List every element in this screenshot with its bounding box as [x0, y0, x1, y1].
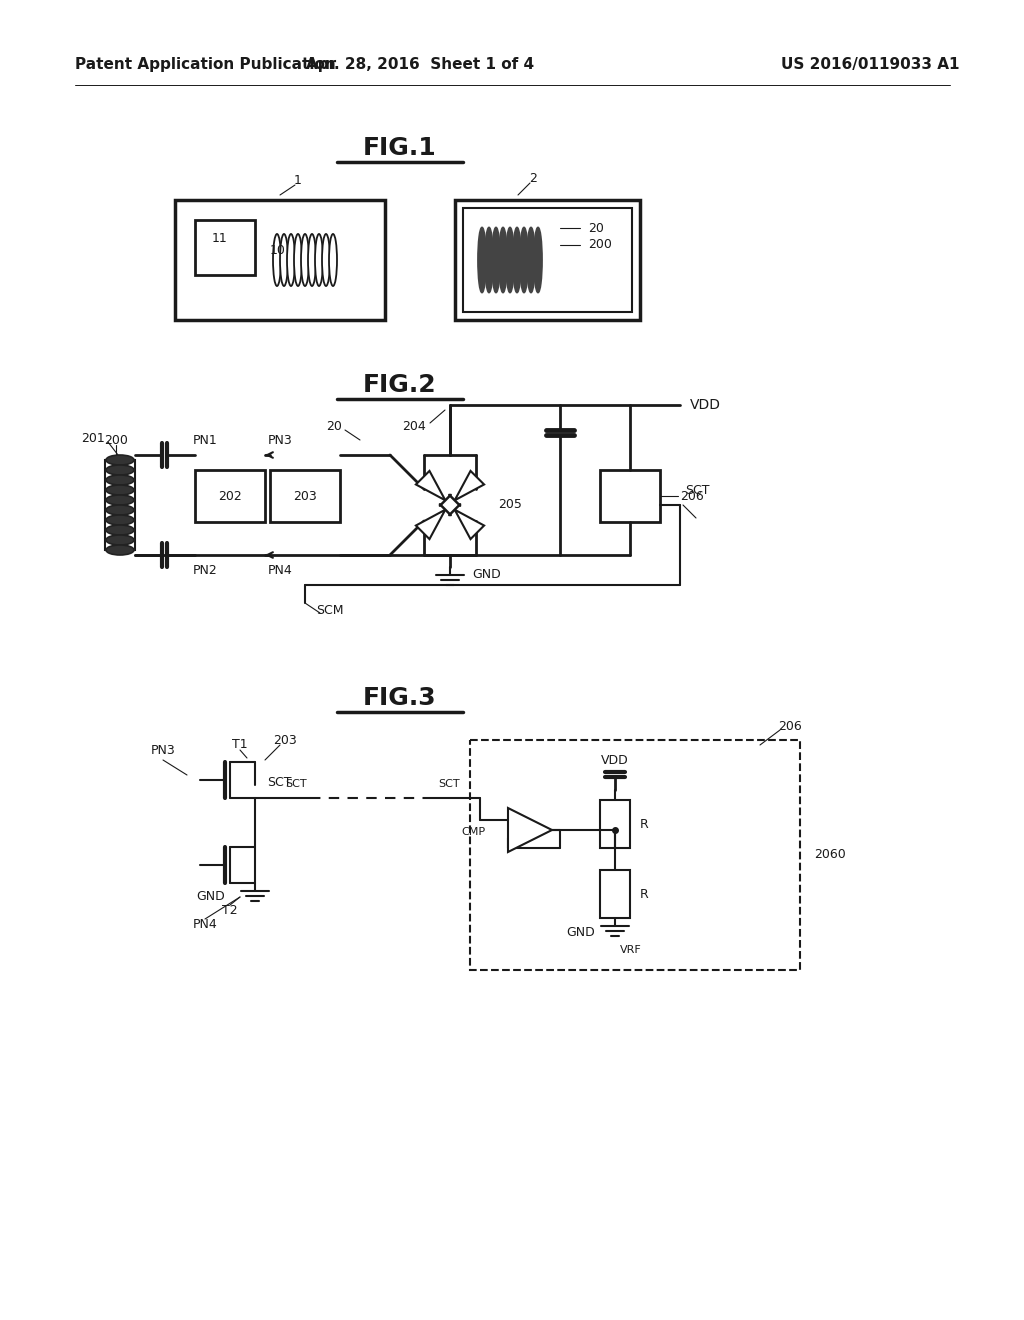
- Text: PN4: PN4: [267, 565, 293, 578]
- Bar: [270, 470, 340, 521]
- Text: PN2: PN2: [193, 565, 217, 578]
- Text: T2: T2: [222, 903, 238, 916]
- Text: SCT: SCT: [285, 779, 306, 789]
- Ellipse shape: [315, 234, 323, 286]
- Bar: [195, 220, 255, 275]
- Text: GND: GND: [566, 925, 595, 939]
- Ellipse shape: [106, 535, 134, 545]
- Ellipse shape: [520, 227, 528, 293]
- Text: +: +: [516, 814, 528, 829]
- Text: VDD: VDD: [601, 754, 629, 767]
- Text: Apr. 28, 2016  Sheet 1 of 4: Apr. 28, 2016 Sheet 1 of 4: [306, 58, 535, 73]
- Ellipse shape: [280, 234, 288, 286]
- Polygon shape: [416, 510, 445, 539]
- Text: 20: 20: [588, 222, 604, 235]
- Bar: [105, 459, 135, 550]
- Text: PN4: PN4: [193, 919, 217, 932]
- Text: 200: 200: [588, 239, 612, 252]
- Text: 2060: 2060: [814, 849, 846, 862]
- Ellipse shape: [506, 227, 514, 293]
- Text: SCM: SCM: [316, 603, 344, 616]
- Text: PN3: PN3: [151, 743, 175, 756]
- Text: R: R: [640, 887, 649, 900]
- Ellipse shape: [301, 234, 309, 286]
- Text: 203: 203: [273, 734, 297, 747]
- Ellipse shape: [527, 227, 535, 293]
- Text: PN1: PN1: [193, 434, 217, 447]
- Bar: [195, 470, 265, 521]
- Text: R: R: [640, 817, 649, 830]
- Text: GND: GND: [472, 569, 501, 582]
- Ellipse shape: [106, 455, 134, 465]
- Text: SCT: SCT: [438, 779, 460, 789]
- Ellipse shape: [308, 234, 316, 286]
- Ellipse shape: [106, 506, 134, 515]
- Text: VDD: VDD: [689, 399, 721, 412]
- Text: 205: 205: [498, 499, 522, 511]
- Ellipse shape: [106, 475, 134, 484]
- Text: 202: 202: [218, 490, 242, 503]
- Bar: [600, 470, 660, 521]
- Bar: [463, 209, 632, 312]
- Ellipse shape: [106, 545, 134, 554]
- Polygon shape: [416, 471, 445, 500]
- Text: SCT: SCT: [267, 776, 292, 788]
- Text: PN3: PN3: [267, 434, 293, 447]
- Text: CMP: CMP: [461, 828, 485, 837]
- Text: 2: 2: [529, 173, 537, 186]
- Ellipse shape: [106, 515, 134, 525]
- Text: 10: 10: [270, 243, 286, 256]
- Text: US 2016/0119033 A1: US 2016/0119033 A1: [780, 58, 959, 73]
- Bar: [600, 870, 630, 917]
- Text: Patent Application Publication: Patent Application Publication: [75, 58, 336, 73]
- Text: SCT: SCT: [685, 483, 710, 496]
- Text: 20: 20: [326, 421, 342, 433]
- Bar: [455, 201, 640, 319]
- Ellipse shape: [513, 227, 521, 293]
- Ellipse shape: [106, 465, 134, 475]
- Text: 206: 206: [778, 719, 802, 733]
- Text: 203: 203: [293, 490, 316, 503]
- Text: VRF: VRF: [620, 945, 642, 954]
- Ellipse shape: [106, 484, 134, 495]
- Ellipse shape: [106, 495, 134, 506]
- Text: 1: 1: [294, 174, 302, 187]
- Ellipse shape: [273, 234, 281, 286]
- Bar: [470, 741, 800, 970]
- Ellipse shape: [294, 234, 302, 286]
- Text: FIG.1: FIG.1: [364, 136, 437, 160]
- Text: 11: 11: [212, 231, 228, 244]
- Text: T1: T1: [232, 738, 248, 751]
- Text: FIG.2: FIG.2: [364, 374, 437, 397]
- Polygon shape: [455, 471, 484, 500]
- Text: 206: 206: [680, 490, 703, 503]
- Text: 201: 201: [81, 432, 105, 445]
- Bar: [175, 201, 385, 319]
- Text: FIG.3: FIG.3: [364, 686, 437, 710]
- Ellipse shape: [485, 227, 493, 293]
- Ellipse shape: [287, 234, 295, 286]
- Bar: [600, 800, 630, 847]
- Polygon shape: [508, 808, 552, 851]
- Ellipse shape: [499, 227, 507, 293]
- Ellipse shape: [492, 227, 500, 293]
- Ellipse shape: [534, 227, 542, 293]
- Text: 200: 200: [104, 433, 128, 446]
- Polygon shape: [455, 510, 484, 539]
- Ellipse shape: [478, 227, 486, 293]
- Text: 204: 204: [402, 421, 426, 433]
- Text: GND: GND: [197, 891, 225, 903]
- Ellipse shape: [329, 234, 337, 286]
- Ellipse shape: [106, 525, 134, 535]
- Ellipse shape: [322, 234, 330, 286]
